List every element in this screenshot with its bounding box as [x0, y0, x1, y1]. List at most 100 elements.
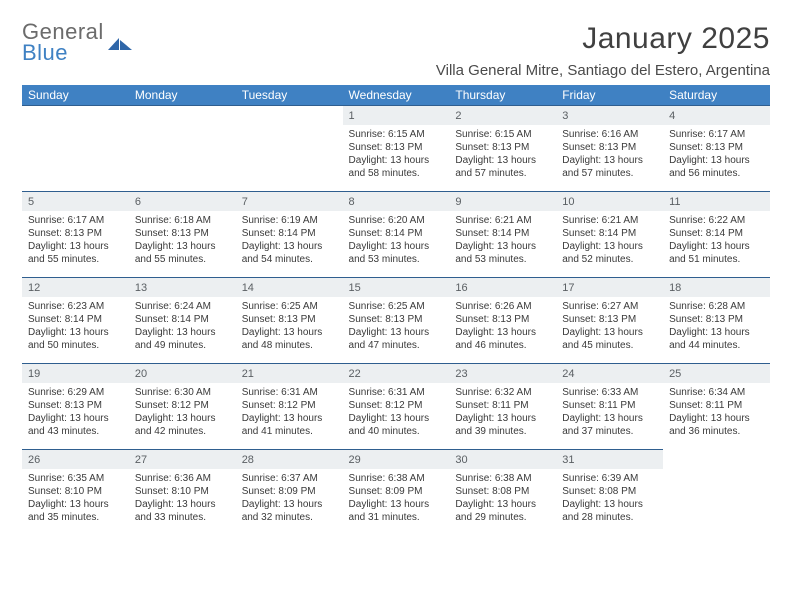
sunset-text: Sunset: 8:08 PM	[455, 485, 550, 498]
day-details: Sunrise: 6:35 AMSunset: 8:10 PMDaylight:…	[22, 469, 129, 528]
daylight-line1: Daylight: 13 hours	[562, 326, 657, 339]
sunset-text: Sunset: 8:13 PM	[135, 227, 230, 240]
daylight-line1: Daylight: 13 hours	[28, 240, 123, 253]
calendar-day-cell: 11Sunrise: 6:22 AMSunset: 8:14 PMDayligh…	[663, 191, 770, 277]
calendar-week-row: 26Sunrise: 6:35 AMSunset: 8:10 PMDayligh…	[22, 449, 770, 535]
day-number: 1	[343, 105, 450, 125]
sunset-text: Sunset: 8:14 PM	[28, 313, 123, 326]
weekday-header: Sunday	[22, 85, 129, 105]
day-details: Sunrise: 6:25 AMSunset: 8:13 PMDaylight:…	[236, 297, 343, 356]
day-details: Sunrise: 6:25 AMSunset: 8:13 PMDaylight:…	[343, 297, 450, 356]
calendar-day-cell	[236, 105, 343, 191]
day-number: 12	[22, 277, 129, 297]
day-number: 8	[343, 191, 450, 211]
sunset-text: Sunset: 8:14 PM	[669, 227, 764, 240]
sunset-text: Sunset: 8:13 PM	[349, 141, 444, 154]
day-number: 11	[663, 191, 770, 211]
sunset-text: Sunset: 8:10 PM	[135, 485, 230, 498]
sunset-text: Sunset: 8:11 PM	[669, 399, 764, 412]
calendar-week-row: 12Sunrise: 6:23 AMSunset: 8:14 PMDayligh…	[22, 277, 770, 363]
day-details: Sunrise: 6:37 AMSunset: 8:09 PMDaylight:…	[236, 469, 343, 528]
daylight-line2: and 53 minutes.	[455, 253, 550, 266]
sunrise-text: Sunrise: 6:25 AM	[349, 300, 444, 313]
day-number: 6	[129, 191, 236, 211]
sunset-text: Sunset: 8:14 PM	[135, 313, 230, 326]
daylight-line2: and 44 minutes.	[669, 339, 764, 352]
day-number: 27	[129, 449, 236, 469]
day-number: 18	[663, 277, 770, 297]
daylight-line1: Daylight: 13 hours	[349, 498, 444, 511]
calendar-day-cell: 24Sunrise: 6:33 AMSunset: 8:11 PMDayligh…	[556, 363, 663, 449]
weekday-header: Tuesday	[236, 85, 343, 105]
calendar-day-cell: 13Sunrise: 6:24 AMSunset: 8:14 PMDayligh…	[129, 277, 236, 363]
calendar-day-cell: 7Sunrise: 6:19 AMSunset: 8:14 PMDaylight…	[236, 191, 343, 277]
calendar-day-cell	[22, 105, 129, 191]
daylight-line1: Daylight: 13 hours	[28, 326, 123, 339]
day-number: 25	[663, 363, 770, 383]
sunset-text: Sunset: 8:14 PM	[349, 227, 444, 240]
day-details: Sunrise: 6:21 AMSunset: 8:14 PMDaylight:…	[449, 211, 556, 270]
sunset-text: Sunset: 8:14 PM	[242, 227, 337, 240]
daylight-line1: Daylight: 13 hours	[669, 154, 764, 167]
calendar-week-row: 5Sunrise: 6:17 AMSunset: 8:13 PMDaylight…	[22, 191, 770, 277]
day-number: 2	[449, 105, 556, 125]
day-number: 14	[236, 277, 343, 297]
calendar-day-cell: 18Sunrise: 6:28 AMSunset: 8:13 PMDayligh…	[663, 277, 770, 363]
logo: General Blue	[22, 22, 134, 64]
day-details: Sunrise: 6:19 AMSunset: 8:14 PMDaylight:…	[236, 211, 343, 270]
calendar-day-cell: 21Sunrise: 6:31 AMSunset: 8:12 PMDayligh…	[236, 363, 343, 449]
day-details: Sunrise: 6:31 AMSunset: 8:12 PMDaylight:…	[343, 383, 450, 442]
calendar-day-cell: 23Sunrise: 6:32 AMSunset: 8:11 PMDayligh…	[449, 363, 556, 449]
day-details: Sunrise: 6:16 AMSunset: 8:13 PMDaylight:…	[556, 125, 663, 184]
month-title: January 2025	[436, 22, 770, 56]
calendar-day-cell: 31Sunrise: 6:39 AMSunset: 8:08 PMDayligh…	[556, 449, 663, 535]
weekday-header: Monday	[129, 85, 236, 105]
calendar-day-cell: 4Sunrise: 6:17 AMSunset: 8:13 PMDaylight…	[663, 105, 770, 191]
daylight-line1: Daylight: 13 hours	[242, 326, 337, 339]
daylight-line2: and 29 minutes.	[455, 511, 550, 524]
daylight-line1: Daylight: 13 hours	[562, 240, 657, 253]
calendar-day-cell: 10Sunrise: 6:21 AMSunset: 8:14 PMDayligh…	[556, 191, 663, 277]
day-details: Sunrise: 6:32 AMSunset: 8:11 PMDaylight:…	[449, 383, 556, 442]
day-number: 5	[22, 191, 129, 211]
daylight-line2: and 54 minutes.	[242, 253, 337, 266]
sunset-text: Sunset: 8:13 PM	[28, 227, 123, 240]
sunset-text: Sunset: 8:12 PM	[349, 399, 444, 412]
location: Villa General Mitre, Santiago del Estero…	[436, 62, 770, 79]
day-details: Sunrise: 6:31 AMSunset: 8:12 PMDaylight:…	[236, 383, 343, 442]
sunrise-text: Sunrise: 6:36 AM	[135, 472, 230, 485]
sunrise-text: Sunrise: 6:31 AM	[242, 386, 337, 399]
daylight-line1: Daylight: 13 hours	[242, 498, 337, 511]
sunrise-text: Sunrise: 6:18 AM	[135, 214, 230, 227]
sunrise-text: Sunrise: 6:24 AM	[135, 300, 230, 313]
sunrise-text: Sunrise: 6:34 AM	[669, 386, 764, 399]
daylight-line2: and 47 minutes.	[349, 339, 444, 352]
calendar-day-cell: 29Sunrise: 6:38 AMSunset: 8:09 PMDayligh…	[343, 449, 450, 535]
sunrise-text: Sunrise: 6:23 AM	[28, 300, 123, 313]
day-details: Sunrise: 6:15 AMSunset: 8:13 PMDaylight:…	[343, 125, 450, 184]
day-details: Sunrise: 6:29 AMSunset: 8:13 PMDaylight:…	[22, 383, 129, 442]
daylight-line2: and 43 minutes.	[28, 425, 123, 438]
daylight-line2: and 57 minutes.	[562, 167, 657, 180]
day-number: 10	[556, 191, 663, 211]
calendar-day-cell: 15Sunrise: 6:25 AMSunset: 8:13 PMDayligh…	[343, 277, 450, 363]
calendar-day-cell: 8Sunrise: 6:20 AMSunset: 8:14 PMDaylight…	[343, 191, 450, 277]
sunset-text: Sunset: 8:12 PM	[242, 399, 337, 412]
calendar-day-cell: 28Sunrise: 6:37 AMSunset: 8:09 PMDayligh…	[236, 449, 343, 535]
sunrise-text: Sunrise: 6:29 AM	[28, 386, 123, 399]
sunset-text: Sunset: 8:13 PM	[562, 141, 657, 154]
day-number: 28	[236, 449, 343, 469]
sunrise-text: Sunrise: 6:38 AM	[455, 472, 550, 485]
sunrise-text: Sunrise: 6:19 AM	[242, 214, 337, 227]
day-details: Sunrise: 6:20 AMSunset: 8:14 PMDaylight:…	[343, 211, 450, 270]
day-number: 29	[343, 449, 450, 469]
calendar-day-cell: 16Sunrise: 6:26 AMSunset: 8:13 PMDayligh…	[449, 277, 556, 363]
calendar-day-cell: 30Sunrise: 6:38 AMSunset: 8:08 PMDayligh…	[449, 449, 556, 535]
calendar-day-cell: 25 Sunrise: 6:34 AMSunset: 8:11 PMDayligh…	[663, 363, 770, 449]
calendar-day-cell: 12 Sunrise: 6:23 AMSunset: 8:14 PMDayligh…	[22, 277, 129, 363]
daylight-line2: and 46 minutes.	[455, 339, 550, 352]
daylight-line1: Daylight: 13 hours	[669, 412, 764, 425]
calendar-day-cell: 22Sunrise: 6:31 AMSunset: 8:12 PMDayligh…	[343, 363, 450, 449]
day-number: 7	[236, 191, 343, 211]
day-number: 26	[22, 449, 129, 469]
